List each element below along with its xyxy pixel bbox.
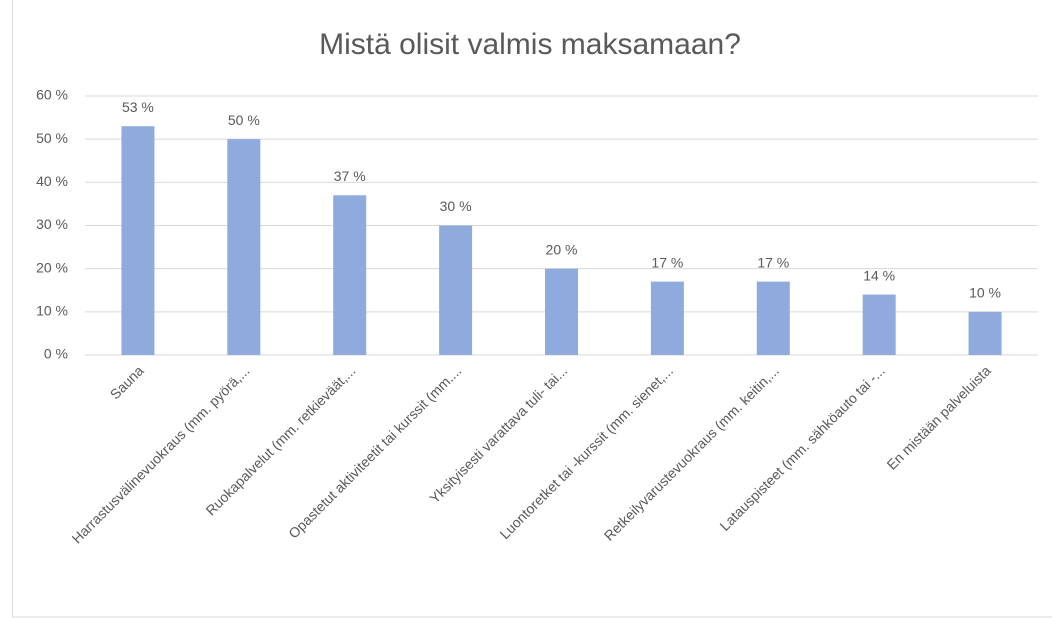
bar [545, 268, 578, 355]
x-tick-label: Latauspisteet (mm. sähköauto tai -... [716, 362, 887, 533]
bar [862, 294, 896, 355]
x-tick-label: Opastetut aktiviteetit tai kurssit (mm..… [285, 362, 464, 541]
chart-title: Mistä olisit valmis maksamaan? [319, 28, 741, 61]
data-label: 10 % [969, 285, 1001, 301]
data-label: 17 % [651, 254, 683, 270]
y-tick-label: 10 % [36, 303, 68, 319]
bar [756, 281, 790, 355]
bar [121, 126, 155, 355]
data-label: 53 % [122, 99, 154, 115]
y-tick-label: 20 % [36, 259, 68, 275]
y-tick-label: 30 % [36, 216, 68, 232]
data-label: 14 % [863, 267, 895, 283]
data-label: 37 % [334, 168, 366, 184]
x-tick-label: Harrastusvälinevuokraus (mm. pyörä,... [69, 362, 253, 546]
chart-border [12, 0, 1052, 618]
data-label: 20 % [546, 241, 578, 257]
bar [968, 311, 1002, 355]
y-tick-label: 60 % [36, 87, 68, 103]
x-tick-label: En mistään palveluista [883, 362, 994, 473]
y-tick-label: 40 % [36, 173, 68, 189]
bar [333, 195, 367, 355]
bar [227, 139, 261, 355]
x-tick-label: Luontoretket tai -kurssit (mm. sienet,..… [496, 362, 676, 542]
bar [650, 281, 684, 355]
x-tick-label: Retkeilyvarustevuokraus (mm. keitin,... [601, 362, 782, 543]
data-label: 30 % [440, 198, 472, 214]
data-label: 50 % [228, 112, 260, 128]
y-tick-label: 50 % [36, 130, 68, 146]
bar [439, 225, 473, 355]
data-label: 17 % [757, 254, 789, 270]
y-tick-label: 0 % [44, 346, 68, 362]
x-tick-label: Sauna [107, 362, 147, 402]
